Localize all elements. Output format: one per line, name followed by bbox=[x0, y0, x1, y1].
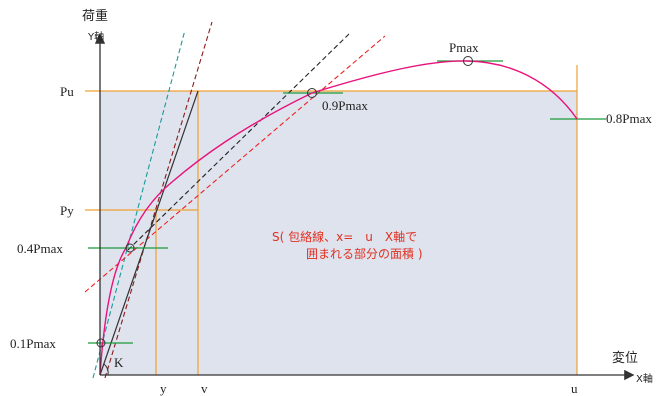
brown-dashed-line bbox=[104, 21, 213, 379]
marker-09pmax bbox=[307, 88, 317, 98]
label-py: Py bbox=[60, 203, 74, 218]
marker-pmax bbox=[463, 56, 473, 66]
teal-dashed-line bbox=[92, 29, 186, 379]
label-04pmax: 0.4Pmax bbox=[17, 241, 63, 256]
point-markers bbox=[96, 56, 473, 348]
label-01pmax: 0.1Pmax bbox=[10, 336, 56, 351]
orange-guides bbox=[85, 65, 578, 375]
x-axis-label: X軸 bbox=[636, 372, 653, 385]
envelope-curve bbox=[99, 60, 578, 376]
label-08pmax: 0.8Pmax bbox=[606, 111, 652, 126]
elastic-line bbox=[99, 90, 199, 376]
label-v: v bbox=[201, 381, 208, 396]
label-u: u bbox=[571, 381, 578, 396]
label-pu: Pu bbox=[60, 84, 74, 99]
area-s-fill bbox=[100, 91, 577, 375]
label-09pmax: 0.9Pmax bbox=[322, 98, 368, 113]
marker-04pmax bbox=[125, 243, 135, 253]
area-annotation-line1: S( 包絡線、x= u X軸で bbox=[272, 229, 417, 244]
label-y: y bbox=[160, 381, 167, 396]
dark-dashed-line bbox=[127, 32, 351, 251]
area-annotation-line2: 囲まれる部分の面積 ) bbox=[306, 246, 423, 261]
label-k: K bbox=[114, 355, 124, 370]
red-dashed-line bbox=[84, 35, 386, 293]
y-axis-label: Y軸 bbox=[87, 30, 104, 43]
dashed-lines bbox=[84, 21, 386, 379]
marker-01pmax bbox=[96, 338, 106, 348]
y-title: 荷重 bbox=[82, 8, 108, 24]
x-title: 変位 bbox=[612, 350, 638, 366]
label-pmax: Pmax bbox=[449, 40, 479, 55]
